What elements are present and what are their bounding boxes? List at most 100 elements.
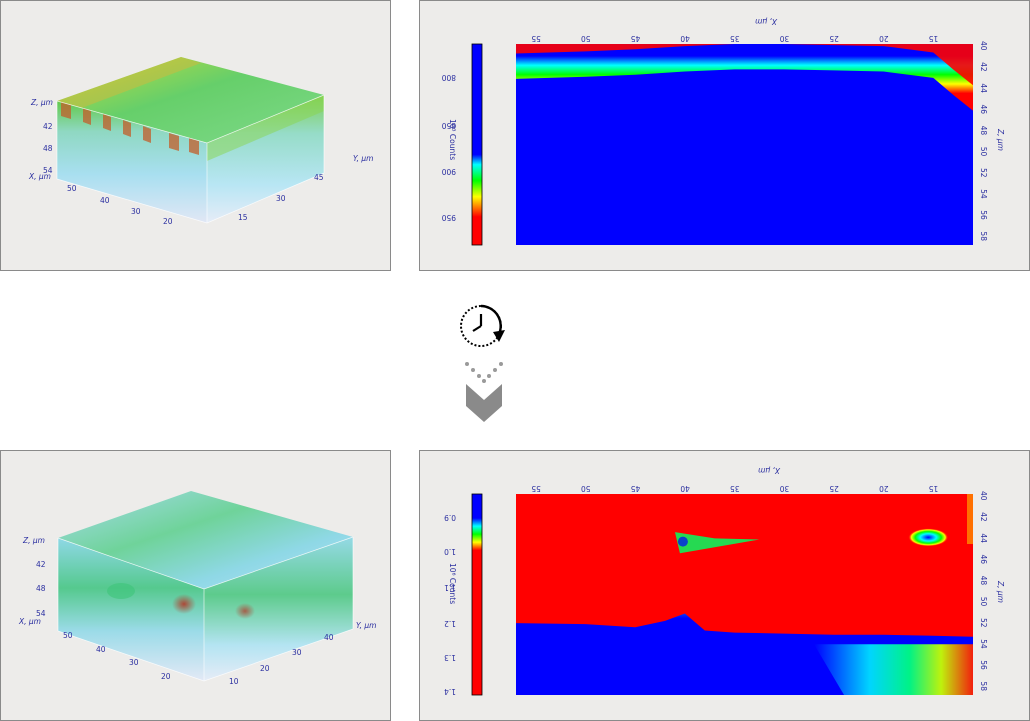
volume-edges (56, 94, 325, 224)
z-tick-label: 42 (43, 122, 53, 131)
volume-side-face (207, 95, 324, 223)
x-tick-label: 55 (531, 34, 541, 43)
heatmap-hot-region (516, 494, 973, 637)
x-tick-label: 40 (96, 645, 106, 654)
x-tick-label: 45 (630, 34, 640, 43)
colorbar-tick-label: 1.2 (444, 619, 456, 628)
x-axis-label: X, µm (18, 617, 41, 626)
volume-front-face (58, 538, 204, 681)
heatmap-before-plot: 10³ Counts 800 850 900 950 55 50 45 40 35 30 2… (441, 17, 1005, 246)
heatmap-before-panel: 10³ Counts 800 850 900 950 55 50 45 40 35 30 2… (419, 0, 1030, 271)
z-tick-label: 54 (979, 189, 988, 199)
colorbar-tick-label: 950 (441, 213, 456, 222)
volume-top-face (57, 57, 324, 143)
z-tick-label: 50 (979, 597, 988, 607)
heatmap-lower-plume (814, 644, 973, 695)
x-tick-label: 20 (879, 34, 889, 43)
x-tick-label: 25 (829, 34, 839, 43)
colorbar-tick-label: 900 (441, 167, 456, 176)
heatmap-hot-region (516, 44, 973, 86)
z-tick-label: 42 (979, 62, 988, 72)
z-tick-label: 52 (979, 168, 988, 178)
transition-connector (455, 296, 515, 426)
volume-edges (57, 536, 354, 682)
z-tick-label: 56 (979, 210, 988, 220)
colorbar-tick-label: 1.1 (444, 583, 456, 592)
volume-side-face (204, 537, 353, 681)
chevron-down-icon (466, 384, 502, 422)
x-tick-label: 30 (131, 207, 141, 216)
y-tick-label: 20 (260, 664, 270, 673)
heatmap-cold-spot (908, 528, 949, 547)
x-axis-label: X, µm (28, 172, 51, 181)
x-tick-label: 50 (581, 484, 591, 493)
heatmap-streak (674, 532, 760, 554)
z-tick-label: 58 (979, 231, 988, 241)
volume-3d-before-panel: Z, µm 42 48 54 X, µm 50 40 30 20 15 30 4… (0, 0, 391, 271)
x-tick-label: 20 (161, 672, 171, 681)
heatmap-background (516, 44, 973, 245)
y-tick-label: 30 (276, 194, 286, 203)
x-tick-label: 20 (163, 217, 173, 226)
x-tick-label: 30 (129, 658, 139, 667)
heatmap-after-plot: 10⁶ Counts 0.9 1.0 1.1 1.2 1.3 1.4 55 50 4… (444, 466, 1005, 696)
volume-front-face (57, 101, 207, 223)
x-tick-label: 40 (680, 484, 690, 493)
x-axis-label: X, µm (758, 466, 781, 475)
y-tick-label: 30 (292, 648, 302, 657)
x-tick-label: 50 (63, 631, 73, 640)
heatmap-cold-spot (677, 536, 688, 547)
z-tick-label: 50 (979, 147, 988, 157)
volume-3d-after-plot: Z, µm 42 48 54 X, µm 50 40 30 20 10 20 3… (18, 491, 376, 686)
z-tick-label: 54 (979, 639, 988, 649)
z-tick-label: 54 (43, 166, 53, 175)
x-ticks: 55 50 45 40 35 30 25 20 15 (531, 484, 938, 493)
z-tick-label: 42 (36, 560, 46, 569)
colorbar-ticks: 0.9 1.0 1.1 1.2 1.3 1.4 (444, 513, 456, 696)
x-tick-label: 30 (779, 34, 789, 43)
y-tick-label: 45 (314, 173, 324, 182)
y-tick-label: 40 (324, 633, 334, 642)
z-tick-label: 54 (36, 609, 46, 618)
z-tick-label: 48 (36, 584, 46, 593)
x-ticks: 55 50 45 40 35 30 25 20 15 (531, 34, 938, 43)
heatmap-after-panel: 10⁶ Counts 0.9 1.0 1.1 1.2 1.3 1.4 55 50 4… (419, 450, 1030, 721)
z-tick-label: 58 (979, 681, 988, 691)
z-axis-label: Z, µm (30, 98, 53, 107)
colorbar-label: 10⁶ Counts (448, 563, 457, 604)
colorbar-tick-label: 1.0 (444, 547, 456, 556)
x-tick-label: 20 (879, 484, 889, 493)
x-tick-label: 50 (581, 34, 591, 43)
colorbar-tick-label: 1.3 (444, 653, 456, 662)
heatmap-edge-strip (967, 494, 973, 544)
z-tick-label: 40 (979, 491, 988, 501)
z-tick-label: 48 (43, 144, 53, 153)
volume-top-face (58, 491, 353, 589)
z-axis-label: Z, µm (996, 580, 1005, 603)
volume-3d-after-panel: Z, µm 42 48 54 X, µm 50 40 30 20 10 20 3… (0, 450, 391, 721)
z-tick-label: 46 (979, 104, 988, 114)
x-tick-label: 55 (531, 484, 541, 493)
z-tick-label: 46 (979, 554, 988, 564)
x-tick-label: 25 (829, 484, 839, 493)
y-axis-label: Y, µm (353, 154, 373, 163)
z-tick-label: 44 (979, 83, 988, 93)
colorbar-tick-label: 850 (441, 121, 456, 130)
colorbar-tick-label: 0.9 (444, 513, 456, 522)
x-tick-label: 40 (100, 196, 110, 205)
z-tick-label: 44 (979, 533, 988, 543)
z-axis-label: Z, µm (22, 536, 45, 545)
heatmap-field (516, 494, 973, 695)
colorbar (471, 493, 483, 696)
z-tick-label: 52 (979, 618, 988, 628)
x-axis-label: X, µm (755, 17, 778, 26)
colorbar-tick-label: 1.4 (444, 687, 456, 696)
x-tick-label: 35 (730, 34, 740, 43)
x-tick-label: 50 (67, 184, 77, 193)
colorbar (471, 43, 483, 246)
volume-3d-before-plot: Z, µm 42 48 54 X, µm 50 40 30 20 15 30 4… (28, 57, 373, 226)
x-tick-label: 35 (730, 484, 740, 493)
z-ticks: 40 42 44 46 48 50 52 54 56 58 (979, 491, 988, 691)
colorbar-tick-label: 800 (441, 73, 456, 82)
x-tick-label: 40 (680, 34, 690, 43)
